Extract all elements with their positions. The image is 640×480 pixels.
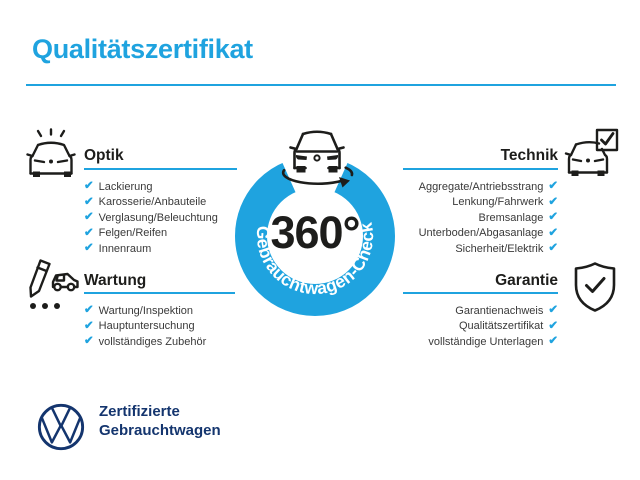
check-item: Unterboden/Abgasanlage ✔ <box>419 226 558 242</box>
check-item-label: Verglasung/Beleuchtung <box>98 211 218 224</box>
check-item: Lenkung/Fahrwerk ✔ <box>452 195 558 211</box>
check-icon: ✔ <box>84 335 94 347</box>
section-list-optik: ✔ Lackierung ✔ Karosserie/Anbauteile ✔ Vergla… <box>84 179 218 257</box>
check-item-label: Karosserie/Anbauteile <box>98 196 207 209</box>
section-list-wartung: ✔ Wartung/Inspektion ✔ Hauptuntersuchung ✔ vo… <box>84 303 206 350</box>
check-item-label: Innenraum <box>98 242 152 255</box>
section-title-garantie: Garantie <box>495 272 558 289</box>
check-item: ✔ Hauptuntersuchung <box>84 319 206 335</box>
rotating-car-icon <box>281 130 354 188</box>
check-item: ✔ Felgen/Reifen <box>84 226 218 242</box>
check-icon: ✔ <box>548 335 558 347</box>
check-icon: ✔ <box>548 180 558 192</box>
shiny-car-icon <box>26 128 76 177</box>
check-item: Qualitätszertifikat ✔ <box>459 319 558 335</box>
vw-logo <box>37 403 85 451</box>
car-checkbox-icon <box>564 128 619 176</box>
check-item: Sicherheit/Elektrik ✔ <box>455 241 558 257</box>
check-item-label: Qualitätszertifikat <box>458 320 544 333</box>
360-check-badge: Gebrauchtwagen-Check 360° <box>235 130 395 316</box>
check-item: vollständige Unterlagen ✔ <box>428 334 558 350</box>
check-item: Aggregate/Antriebsstrang ✔ <box>419 179 558 195</box>
footer-brand-text: Zertifizierte Gebrauchtwagen <box>99 403 221 440</box>
check-item-label: Garantienachweis <box>455 304 544 317</box>
section-rule-wartung <box>84 292 235 294</box>
page-title: Qualitätszertifikat <box>32 34 253 64</box>
check-item-label: Bremsanlage <box>478 211 544 224</box>
check-icon: ✔ <box>84 226 94 239</box>
check-icon: ✔ <box>548 226 558 239</box>
shield-check-icon <box>574 262 616 312</box>
check-icon: ✔ <box>548 319 558 332</box>
check-icon: ✔ <box>548 304 558 316</box>
check-item-label: Lenkung/Fahrwerk <box>452 196 544 209</box>
check-icon: ✔ <box>548 242 558 254</box>
section-list-garantie: Garantienachweis ✔ Qualitätszertifikat ✔ vol… <box>428 303 558 350</box>
title-divider <box>26 84 616 86</box>
check-item: ✔ Lackierung <box>84 179 218 195</box>
check-item: ✔ Innenraum <box>84 241 218 257</box>
check-item-label: Unterboden/Abgasanlage <box>418 227 544 240</box>
check-icon: ✔ <box>84 304 94 316</box>
section-rule-technik <box>403 168 558 170</box>
check-item-label: Aggregate/Antriebsstrang <box>418 180 544 193</box>
check-item: ✔ Verglasung/Beleuchtung <box>84 210 218 226</box>
check-item-label: Sicherheit/Elektrik <box>455 242 544 255</box>
check-item: Bremsanlage ✔ <box>479 210 558 226</box>
footer-brand-line2: Gebrauchtwagen <box>99 421 221 439</box>
check-item: ✔ Wartung/Inspektion <box>84 303 206 319</box>
pencil-car-icon <box>29 259 79 309</box>
check-icon: ✔ <box>548 211 558 223</box>
check-item-label: vollständige Unterlagen <box>428 335 544 348</box>
check-item: ✔ vollständiges Zubehör <box>84 334 206 350</box>
check-icon: ✔ <box>84 195 94 208</box>
check-item: ✔ Karosserie/Anbauteile <box>84 195 218 211</box>
check-icon: ✔ <box>84 211 94 223</box>
check-item: Garantienachweis ✔ <box>455 303 558 319</box>
section-rule-garantie <box>403 292 558 294</box>
check-item-label: Hauptuntersuchung <box>98 320 195 333</box>
check-icon: ✔ <box>548 195 558 208</box>
section-list-technik: Aggregate/Antriebsstrang ✔ Lenkung/Fahrwer… <box>419 179 558 257</box>
section-rule-optik <box>84 168 237 170</box>
check-item-label: Lackierung <box>98 180 153 193</box>
footer-brand-line1: Zertifizierte <box>99 403 180 420</box>
check-item-label: vollständiges Zubehör <box>98 335 207 348</box>
check-icon: ✔ <box>84 319 94 332</box>
section-title-wartung: Wartung <box>84 272 147 289</box>
section-title-technik: Technik <box>500 147 558 164</box>
check-item-label: Felgen/Reifen <box>98 227 168 240</box>
section-title-optik: Optik <box>84 147 124 164</box>
badge-value: 360° <box>270 207 359 258</box>
check-item-label: Wartung/Inspektion <box>98 304 194 317</box>
check-icon: ✔ <box>84 242 94 254</box>
check-icon: ✔ <box>84 180 94 192</box>
